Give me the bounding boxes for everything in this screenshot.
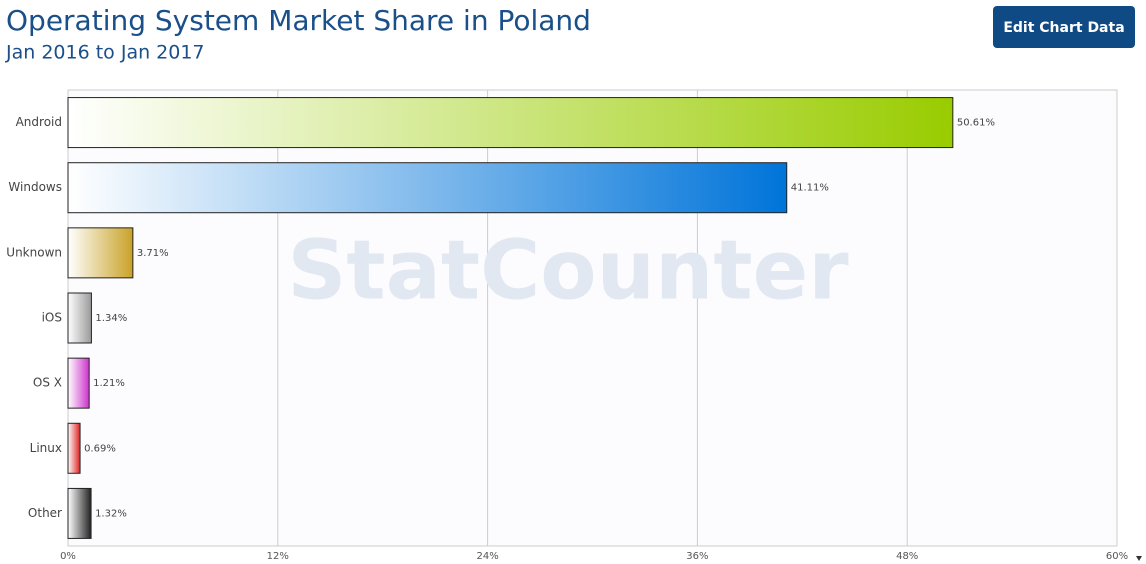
bar	[67, 422, 81, 474]
bar	[67, 487, 92, 539]
edit-button[interactable]: Edit Chart Data	[993, 6, 1135, 48]
category-label: OS X	[33, 376, 62, 390]
x-tick-label: 60%	[1106, 551, 1128, 562]
category-label: Unknown	[6, 245, 62, 259]
value-label: 1.21%	[93, 378, 125, 389]
bar	[67, 292, 92, 344]
value-label: 1.32%	[95, 508, 127, 519]
bar	[67, 357, 90, 409]
button-label[interactable]: Edit Chart Data	[1003, 20, 1124, 36]
value-label: 3.71%	[137, 248, 169, 259]
value-label: 1.34%	[95, 313, 127, 324]
category-label: Android	[16, 115, 62, 129]
bar	[67, 162, 788, 214]
x-tick-label: 12%	[267, 551, 289, 562]
x-tick-label: 36%	[686, 551, 708, 562]
category-label: Other	[28, 506, 62, 520]
category-label: Windows	[8, 180, 62, 194]
value-label: 41.11%	[791, 183, 829, 194]
x-tick-label: 24%	[476, 551, 498, 562]
watermark: StatCounter	[287, 223, 849, 318]
bar	[67, 97, 954, 149]
button-bg[interactable]	[993, 6, 1135, 48]
category-label: Linux	[30, 441, 62, 455]
x-tick-label: 48%	[896, 551, 918, 562]
bar	[67, 227, 134, 279]
category-label: iOS	[42, 311, 62, 325]
x-tick-label: 0%	[60, 551, 76, 562]
chart-title: Operating System Market Share in Poland	[6, 4, 591, 37]
corner-arrow	[1136, 556, 1142, 561]
value-label: 0.69%	[84, 443, 116, 454]
chart-subtitle: Jan 2016 to Jan 2017	[5, 42, 205, 64]
value-label: 50.61%	[957, 118, 995, 129]
